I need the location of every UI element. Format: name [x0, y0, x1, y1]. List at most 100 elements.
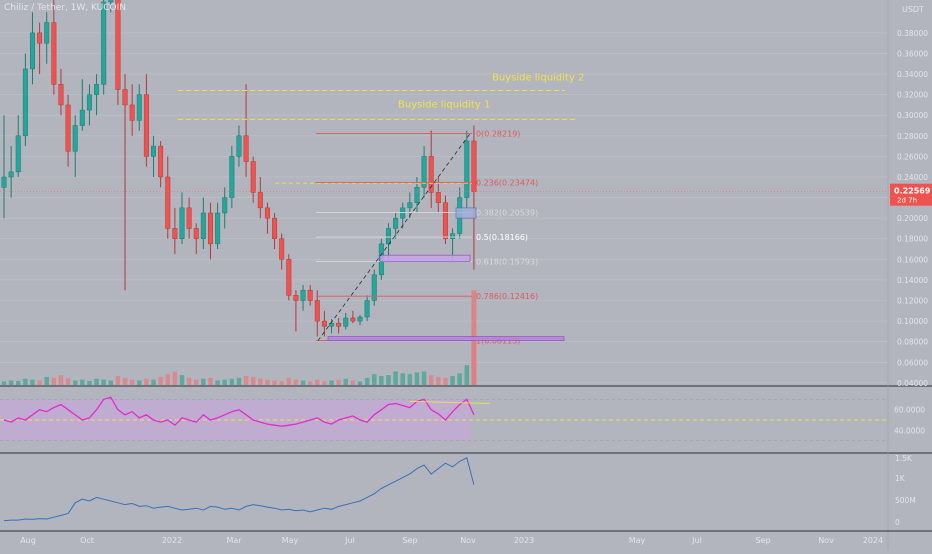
y-tick-label: 0.28000: [897, 132, 928, 141]
candle-body: [200, 212, 206, 239]
candle-body: [293, 295, 299, 301]
indicator-tick-label: 0: [895, 518, 900, 527]
indicator-tick-label: 500M: [895, 496, 916, 505]
candle-body: [350, 317, 356, 322]
fib-trendline: [317, 133, 471, 341]
volume-bar: [37, 380, 42, 385]
volume-bar: [436, 376, 441, 385]
zone-box: [379, 254, 471, 262]
fib-level-label: 0.618(0.15793): [476, 257, 538, 266]
volume-bar: [329, 380, 334, 385]
volume-bar: [322, 381, 327, 385]
volume-bar: [250, 376, 256, 385]
fib-level-label: 0(0.28219): [476, 130, 520, 139]
volume-bar: [8, 380, 14, 385]
y-tick-label: 0.10000: [897, 317, 928, 326]
y-tick-label: 0.30000: [897, 111, 928, 120]
zone-box: [455, 207, 477, 219]
volume-bar: [72, 380, 78, 385]
volume-bar: [286, 377, 292, 385]
candle-body: [172, 228, 178, 239]
indicator-line: [3, 457, 475, 522]
volume-bar: [343, 378, 349, 385]
y-tick-label: 0.18000: [897, 235, 928, 244]
x-tick-label: 2024: [863, 536, 883, 545]
volume-bar: [243, 376, 249, 385]
volume-bar: [51, 377, 57, 385]
candle-body: [385, 228, 391, 245]
y-tick-label: 0.24000: [897, 173, 928, 182]
volume-bar: [129, 379, 135, 385]
candle-body: [364, 300, 370, 318]
candle-body: [279, 238, 285, 260]
candle-body: [158, 145, 164, 178]
volume-bar: [186, 377, 192, 385]
candle-body: [264, 207, 270, 219]
volume-bar: [122, 377, 128, 385]
candle-body: [321, 320, 327, 327]
candle-body: [37, 32, 43, 44]
candle-body: [1, 176, 7, 188]
volume-bar: [236, 377, 242, 385]
candle-body: [193, 228, 199, 239]
candle-body: [307, 289, 313, 301]
indicator-tick-label: 1K: [895, 474, 906, 483]
y-tick-label: 0.26000: [897, 152, 928, 161]
candle-body: [407, 202, 413, 209]
x-tick-label: May: [629, 536, 646, 545]
volume-bar: [400, 373, 405, 385]
volume-bar: [80, 379, 85, 385]
candle-body: [51, 22, 57, 85]
volume-bar: [94, 378, 99, 385]
candle-body: [229, 156, 235, 198]
volume-bar: [371, 374, 377, 385]
volume-bar: [386, 375, 391, 385]
y-tick-label: 0.34000: [897, 70, 928, 79]
candle-body: [94, 84, 100, 95]
last-price-value: 0.22569: [894, 187, 931, 196]
x-tick-label: Jul: [344, 536, 355, 545]
volume-bar: [407, 374, 413, 385]
volume-bar: [315, 379, 320, 385]
volume-bar: [464, 365, 470, 385]
volume-bar: [165, 374, 171, 385]
candle-body: [8, 171, 14, 178]
volume-bar: [336, 379, 341, 385]
volume-bar: [108, 380, 114, 385]
candle-body: [257, 192, 263, 209]
volume-bar: [293, 379, 299, 385]
volume-bar: [1, 381, 7, 385]
volume-bar: [428, 375, 434, 385]
candle-body: [343, 317, 349, 327]
volume-bar: [23, 378, 28, 385]
x-tick-label: May: [282, 536, 299, 545]
candle-countdown: 2d 7h: [897, 197, 917, 205]
volume-bar: [443, 377, 448, 385]
volume-bar: [201, 378, 206, 385]
candle-body: [207, 212, 213, 245]
y-tick-label: 0.38000: [897, 29, 928, 38]
volume-bar: [101, 379, 106, 385]
x-tick-label: Sep: [402, 536, 417, 545]
y-tick-label: 0.04000: [897, 379, 928, 388]
x-tick-label: Aug: [20, 536, 36, 545]
y-tick-label: 0.20000: [897, 214, 928, 223]
y-tick-label: 0.16000: [897, 255, 928, 264]
candle-body: [243, 135, 249, 162]
volume-bar: [357, 381, 363, 385]
rsi-line: [3, 396, 475, 427]
candle-body: [471, 140, 477, 192]
candle-body: [101, 1, 107, 85]
x-tick-label: 2023: [514, 536, 534, 545]
volume-bar: [414, 372, 420, 385]
x-tick-label: Jul: [691, 536, 702, 545]
volume-bar: [364, 377, 370, 385]
fib-level-label: 0.236(0.23474): [476, 178, 538, 187]
y-tick-label: 0.06000: [897, 358, 928, 367]
volume-bar: [279, 381, 284, 385]
candle-body: [442, 202, 448, 239]
volume-bar: [15, 380, 21, 385]
candle-body: [236, 135, 242, 157]
